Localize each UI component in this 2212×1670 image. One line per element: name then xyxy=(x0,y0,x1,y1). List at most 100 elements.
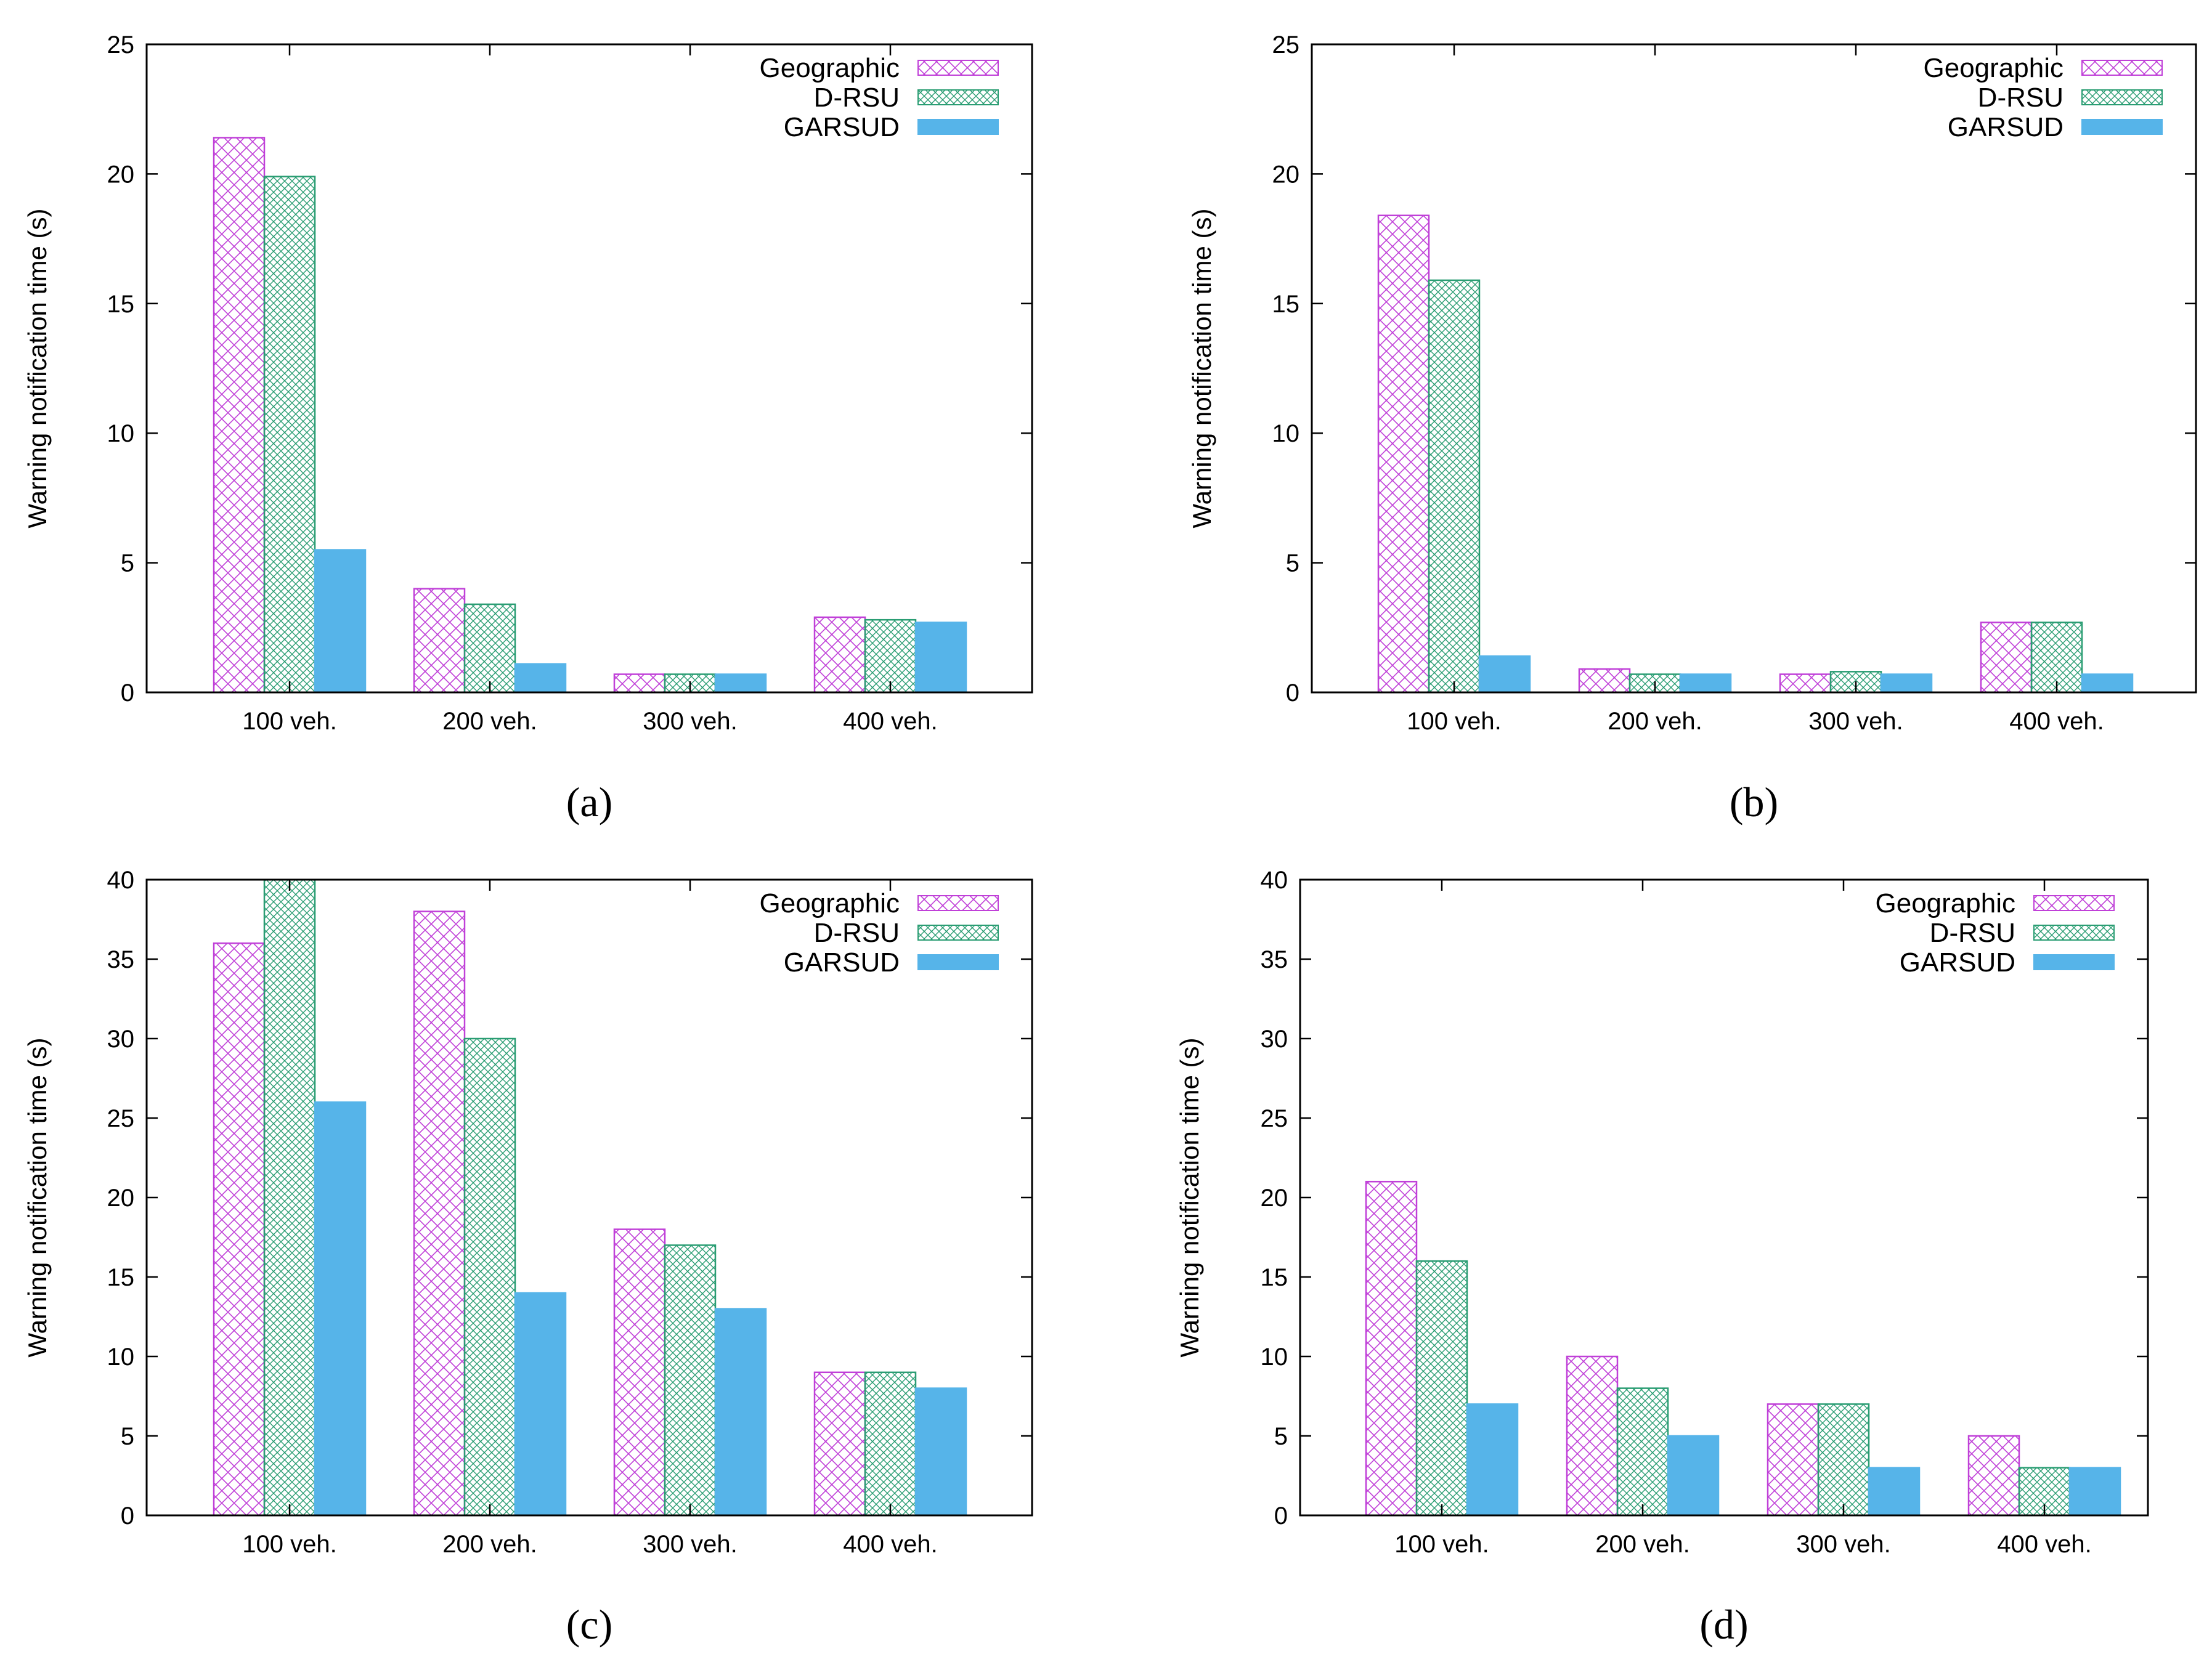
legend-label: D-RSU xyxy=(1978,83,2064,113)
x-tick-label: 100 veh. xyxy=(242,1531,336,1558)
bar-geographic xyxy=(1377,214,1430,694)
x-tick-label: 300 veh. xyxy=(1796,1531,1890,1558)
legend-swatch-garsud xyxy=(2033,954,2115,970)
bar-drsu xyxy=(463,603,516,694)
y-axis-label: Warning notification time (s) xyxy=(1187,209,1216,529)
bar-drsu xyxy=(864,1371,917,1517)
y-tick-label: 20 xyxy=(107,161,135,188)
x-tick-label: 400 veh. xyxy=(843,708,937,735)
legend-swatch-geographic xyxy=(917,895,999,911)
y-tick-label: 10 xyxy=(107,420,135,447)
y-tick-label: 0 xyxy=(121,1502,134,1530)
y-tick-label: 5 xyxy=(1274,1423,1288,1450)
bar-drsu xyxy=(1415,1260,1468,1517)
bar-garsud xyxy=(514,1292,567,1517)
bar-drsu xyxy=(463,1037,516,1517)
y-tick-label: 20 xyxy=(1272,161,1300,188)
bar-geographic xyxy=(813,1371,866,1517)
y-tick-label: 0 xyxy=(1274,1502,1288,1530)
bar-garsud xyxy=(714,673,767,694)
x-tick-label: 200 veh. xyxy=(442,1531,537,1558)
bar-garsud xyxy=(914,1387,967,1517)
y-tick-label: 30 xyxy=(1261,1026,1288,1053)
y-tick-label: 35 xyxy=(1261,946,1288,973)
bar-garsud xyxy=(714,1308,767,1517)
panel-caption: (b) xyxy=(1730,779,1778,825)
bar-geographic xyxy=(1980,622,2033,694)
y-tick-label: 0 xyxy=(121,679,134,707)
x-tick-label: 400 veh. xyxy=(1997,1531,2091,1558)
legend-swatch-drsu xyxy=(2033,925,2115,941)
bar-geographic xyxy=(213,942,266,1517)
y-tick-label: 0 xyxy=(1286,679,1299,707)
y-axis-label: Warning notification time (s) xyxy=(23,1038,52,1358)
bar-garsud xyxy=(1667,1435,1720,1517)
y-tick-label: 15 xyxy=(1272,291,1300,318)
legend-swatch-garsud xyxy=(917,954,999,970)
y-tick-label: 5 xyxy=(1286,550,1299,577)
legend-label: D-RSU xyxy=(1930,918,2015,948)
y-tick-label: 10 xyxy=(107,1344,135,1371)
chart-panel: 0 5 10 15 20 25 100 veh. 200 veh. 300 veh. 400 ve… xyxy=(1187,31,2197,825)
y-tick-label: 30 xyxy=(107,1026,135,1053)
x-tick-label: 300 veh. xyxy=(643,708,737,735)
y-tick-label: 40 xyxy=(107,867,135,894)
x-tick-label: 100 veh. xyxy=(242,708,336,735)
y-tick-label: 15 xyxy=(107,291,135,318)
panel-caption: (d) xyxy=(1699,1601,1748,1648)
y-tick-label: 20 xyxy=(107,1185,135,1212)
y-tick-label: 35 xyxy=(107,946,135,973)
y-axis-label: Warning notification time (s) xyxy=(1175,1038,1204,1358)
chart-panel: 0 5 10 15 20 25 30 35 40 100 veh. 200 veh. 300 veh.… xyxy=(23,867,1033,1648)
bar-drsu xyxy=(2030,622,2083,694)
x-tick-label: 100 veh. xyxy=(1394,1531,1489,1558)
bar-garsud xyxy=(314,549,367,694)
y-tick-label: 15 xyxy=(107,1264,135,1291)
bar-garsud xyxy=(2081,673,2134,694)
plot-frame xyxy=(1311,43,2197,694)
bar-garsud xyxy=(514,663,567,694)
legend-label: D-RSU xyxy=(814,918,900,948)
y-tick-label: 10 xyxy=(1272,420,1300,447)
bar-geographic xyxy=(1365,1180,1418,1517)
x-tick-label: 200 veh. xyxy=(442,708,537,735)
legend-label: Geographic xyxy=(760,53,900,83)
legend-swatch-geographic xyxy=(2081,60,2163,76)
legend-label: GARSUD xyxy=(1948,112,2064,142)
legend-swatch-drsu xyxy=(2081,89,2163,105)
y-tick-label: 5 xyxy=(121,550,134,577)
legend-label: Geographic xyxy=(760,888,900,918)
legend-label: GARSUD xyxy=(784,947,900,978)
legend-swatch-drsu xyxy=(917,89,999,105)
bar-geographic xyxy=(1779,673,1832,694)
bar-geographic xyxy=(1578,668,1631,694)
bar-geographic xyxy=(213,137,266,694)
bar-geographic xyxy=(413,910,466,1517)
legend-label: GARSUD xyxy=(784,112,900,142)
bar-drsu xyxy=(864,618,917,694)
y-tick-label: 25 xyxy=(107,1105,135,1132)
panel-caption: (a) xyxy=(566,779,612,825)
legend-label: Geographic xyxy=(1876,888,2015,918)
bar-geographic xyxy=(613,1228,666,1517)
bar-garsud xyxy=(1478,655,1531,694)
legend-swatch-drsu xyxy=(917,925,999,941)
bar-geographic xyxy=(1967,1435,2020,1517)
legend-label: GARSUD xyxy=(1900,947,2015,978)
charts-root: 0 5 10 15 20 25 100 veh. 200 veh. 300 veh. 400 ve… xyxy=(23,31,2197,1648)
y-tick-label: 15 xyxy=(1261,1264,1288,1291)
x-tick-label: 400 veh. xyxy=(843,1531,937,1558)
chart-panel: 0 5 10 15 20 25 100 veh. 200 veh. 300 veh. 400 ve… xyxy=(23,31,1033,825)
bar-geographic xyxy=(1566,1355,1619,1517)
bar-garsud xyxy=(1466,1403,1519,1517)
bar-garsud xyxy=(914,622,967,694)
x-tick-label: 300 veh. xyxy=(1808,708,1903,735)
bar-garsud xyxy=(1679,673,1732,694)
bar-garsud xyxy=(2068,1467,2121,1517)
x-tick-label: 200 veh. xyxy=(1608,708,1702,735)
bar-geographic xyxy=(813,616,866,694)
bar-drsu xyxy=(664,1244,717,1517)
legend-label: Geographic xyxy=(1924,53,2064,83)
